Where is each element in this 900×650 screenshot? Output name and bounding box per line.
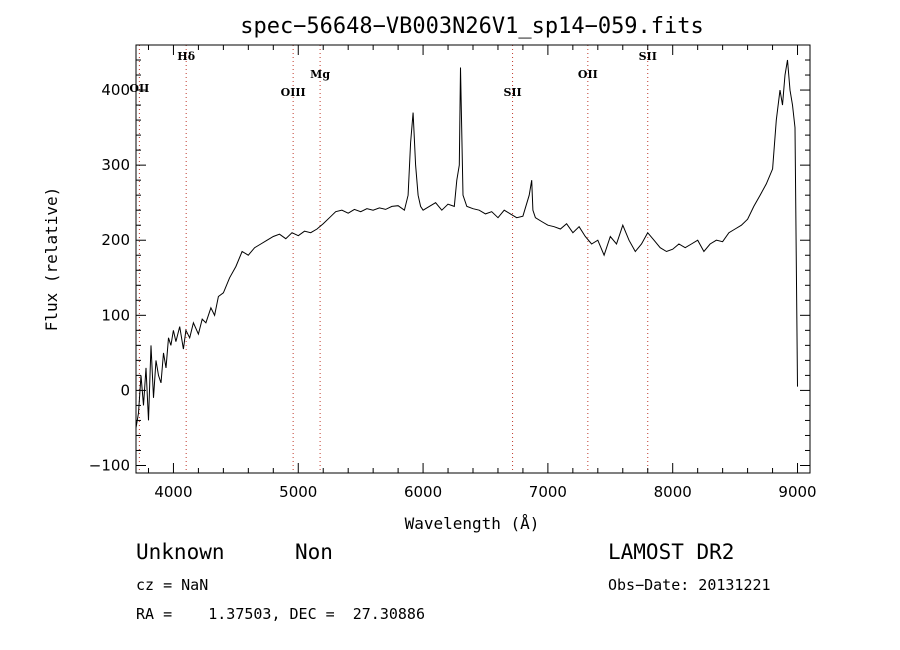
line-marker-label: SII	[639, 50, 657, 63]
x-tick-label: 7000	[529, 483, 567, 501]
y-axis-label: Flux (relative)	[42, 187, 61, 332]
x-axis-label: Wavelength (Å)	[405, 514, 540, 533]
x-tick-label: 5000	[279, 483, 317, 501]
line-marker-label: SII	[503, 86, 521, 99]
line-marker-label: OII	[578, 68, 598, 81]
redshift-label: cz = NaN	[136, 576, 209, 594]
y-tick-label: 400	[101, 81, 130, 99]
y-tick-label: 0	[120, 381, 130, 399]
coords-label: RA = 1.37503, DEC = 27.30886	[136, 605, 425, 623]
x-tick-label: 4000	[154, 483, 192, 501]
y-tick-label: −100	[89, 456, 130, 474]
line-marker-label: OIII	[281, 86, 306, 99]
x-tick-label: 9000	[778, 483, 816, 501]
obs-date-label: Obs−Date: 20131221	[608, 576, 771, 594]
y-tick-label: 200	[101, 231, 130, 249]
line-markers: OII Hδ OIII Mg SII OII SII	[129, 45, 657, 473]
spectrum-line	[135, 59, 798, 428]
survey-label: LAMOST DR2	[608, 540, 735, 564]
chart-title: spec−56648−VB003N26V1_sp14−059.fits	[240, 14, 704, 39]
plot-frame	[135, 44, 811, 474]
line-marker-label: Hδ	[177, 50, 195, 63]
x-tick-label: 6000	[404, 483, 442, 501]
x-tick-label: 8000	[654, 483, 692, 501]
line-marker-label: Mg	[310, 68, 330, 81]
line-marker-label: OII	[129, 82, 149, 95]
object-subclass: Non	[295, 540, 333, 564]
axis-ticks: 4000 5000 6000 7000 8000 9000 −100 0 100 200 300 40…	[89, 44, 817, 501]
y-tick-label: 300	[101, 156, 130, 174]
y-tick-label: 100	[101, 306, 130, 324]
object-class: Unknown	[136, 540, 225, 564]
spectrum-layer	[135, 59, 798, 428]
